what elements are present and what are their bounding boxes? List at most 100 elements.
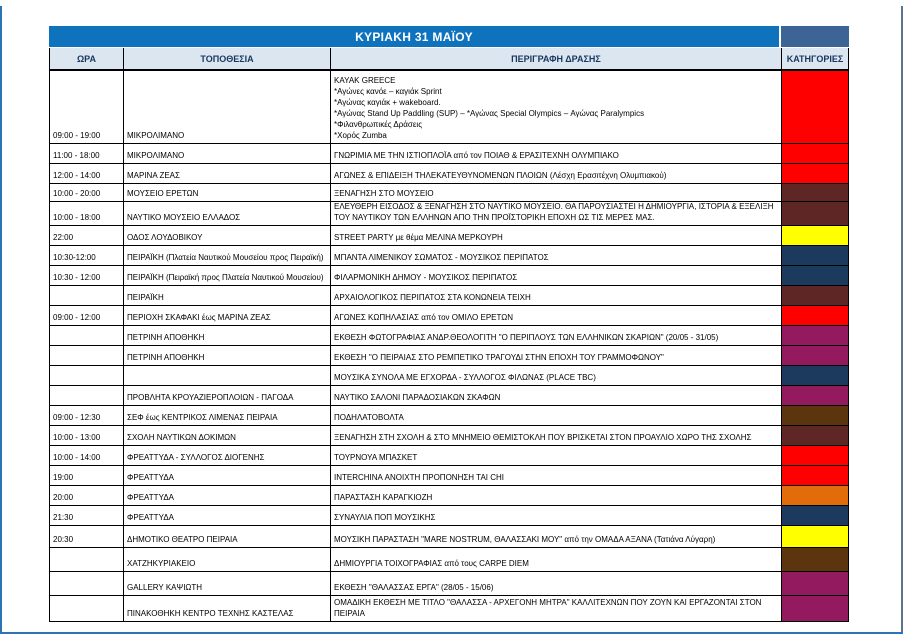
table-body: 09:00 - 19:00 ΜΙΚΡΟΛΙΜΑΝΟ KAYAK GREECE *Αγ…: [49, 69, 849, 622]
time-cell: 11:00 - 18:00: [49, 144, 123, 163]
category-color-cell: [781, 306, 849, 325]
schedule-row: 21:30 ΦΡΕΑΤΤΥΔΑ ΣΥΝΑΥΛΙΑ ΠΟΠ ΜΟΥΣΙΚΗΣ: [49, 506, 849, 526]
schedule-row: GALLERY ΚΑΨΙΩΤΗ ΕΚΘΕΣΗ "ΘΑΛΑΣΣΑΣ ΕΡΓΑ" (2…: [49, 572, 849, 596]
category-color-cell: [781, 506, 849, 525]
time-cell: 10:00 - 13:00: [49, 426, 123, 445]
schedule-row: ΠΕΤΡΙΝΗ ΑΠΟΘΗΚΗ ΕΚΘΕΣΗ ΦΩΤΟΓΡΑΦΙΑΣ ΑΝΔΡ.Θ…: [49, 326, 849, 346]
category-color-cell: [781, 71, 849, 143]
description-cell: ΑΓΩΝΕΣ & ΕΠΙΔΕΙΞΗ ΤΗΛΕΚΑΤΕΥΘΥΝΟΜΕΝΩΝ ΠΛΟ…: [330, 164, 781, 183]
time-cell: [49, 326, 123, 345]
description-cell: KAYAK GREECE *Αγώνες κανόε – καγιάκ Spri…: [330, 71, 781, 143]
schedule-row: 09:00 - 19:00 ΜΙΚΡΟΛΙΜΑΝΟ KAYAK GREECE *Αγ…: [49, 71, 849, 144]
title-corner-cell: [781, 26, 849, 47]
description-cell: ΕΚΘΕΣΗ "Ο ΠΕΙΡΑΙΑΣ ΣΤΟ ΡΕΜΠΕΤΙΚΟ ΤΡΑΓΟΥΔ…: [330, 346, 781, 365]
category-color-cell: [781, 548, 849, 571]
description-cell: ΠΟΔΗΛΑΤΟΒΟΛΤΑ: [330, 406, 781, 425]
category-color-cell: [781, 202, 849, 225]
description-cell: ΓΝΩΡΙΜΙΑ ΜΕ ΤΗΝ ΙΣΤΙΟΠΛΟΪΑ από τον ΠΟΙΑΘ…: [330, 144, 781, 163]
category-color-cell: [781, 386, 849, 405]
description-cell: ΠΑΡΑΣΤΑΣΗ ΚΑΡΑΓΚΙΟΖΗ: [330, 486, 781, 505]
time-cell: 22:00: [49, 226, 123, 245]
category-color-cell: [781, 486, 849, 505]
time-cell: 10:00 - 18:00: [49, 202, 123, 225]
category-color-cell: [781, 366, 849, 385]
schedule-row: 19:00 ΦΡΕΑΤΤΥΔΑ INTERCHINA ΑΝΟΙΧΤΗ ΠΡΟΠΟΝΗ…: [49, 466, 849, 486]
description-cell: ΝΑΥΤΙΚΟ ΣΑΛΟΝΙ ΠΑΡΑΔΟΣΙΑΚΩΝ ΣΚΑΦΩΝ: [330, 386, 781, 405]
location-cell: ΣΧΟΛΗ ΝΑΥΤΙΚΩΝ ΔΟΚΙΜΩΝ: [123, 426, 330, 445]
schedule-row: 20:30 ΔΗΜΟΤΙΚΟ ΘΕΑΤΡΟ ΠΕΙΡΑΙΑ ΜΟΥΣΙΚΗ ΠΑΡΑ…: [49, 526, 849, 548]
description-cell: INTERCHINA ΑΝΟΙΧΤΗ ΠΡΟΠΟΝΗΣΗ ΤΑΙ CHI: [330, 466, 781, 485]
description-cell: ΜΟΥΣΙΚΑ ΣΥΝΟΛΑ ΜΕ ΕΓΧΟΡΔΑ - ΣΥΛΛΟΓΟΣ ΦΙΛ…: [330, 366, 781, 385]
column-header-category: ΚΑΤΗΓΟΡΙΕΣ: [781, 48, 849, 69]
time-cell: [49, 386, 123, 405]
schedule-row: ΜΟΥΣΙΚΑ ΣΥΝΟΛΑ ΜΕ ΕΓΧΟΡΔΑ - ΣΥΛΛΟΓΟΣ ΦΙΛ…: [49, 366, 849, 386]
location-cell: ΠΕΙΡΑΪΚΗ: [123, 286, 330, 305]
location-cell: ΜΙΚΡΟΛΙΜΑΝΟ: [123, 144, 330, 163]
description-cell: ΕΚΘΕΣΗ "ΘΑΛΑΣΣΑΣ ΕΡΓΑ" (28/05 - 15/06): [330, 572, 781, 595]
category-color-cell: [781, 426, 849, 445]
category-color-cell: [781, 144, 849, 163]
location-cell: ΠΕΤΡΙΝΗ ΑΠΟΘΗΚΗ: [123, 346, 330, 365]
schedule-row: 12:00 - 14:00 ΜΑΡΙΝΑ ΖΕΑΣ ΑΓΩΝΕΣ & ΕΠΙΔΕΙΞ…: [49, 164, 849, 184]
table-header-row: ΩΡΑ ΤΟΠΟΘΕΣΙΑ ΠΕΡΙΓΡΑΦΗ ΔΡΑΣΗΣ ΚΑΤΗΓΟΡΙΕ…: [49, 47, 849, 69]
description-cell: ΔΗΜΙΟΥΡΓΙΑ ΤΟΙΧΟΓΡΑΦΙΑΣ από τους CARPE D…: [330, 548, 781, 571]
column-header-location: ΤΟΠΟΘΕΣΙΑ: [123, 48, 330, 69]
location-cell: ΝΑΥΤΙΚΟ ΜΟΥΣΕΙΟ ΕΛΛΑΔΟΣ: [123, 202, 330, 225]
description-cell: ΞΕΝΑΓΗΣΗ ΣΤΟ ΜΟΥΣΕΙΟ: [330, 184, 781, 201]
location-cell: ΜΟΥΣΕΙΟ ΕΡΕΤΩΝ: [123, 184, 330, 201]
page-border-left: [0, 6, 2, 634]
schedule-row: ΠΙΝΑΚΟΘΗΚΗ ΚΕΝΤΡΟ ΤΕΧΝΗΣ ΚΑΣΤΕΛΑΣ ΟΜΑΔΙΚΗ…: [49, 596, 849, 622]
location-cell: ΧΑΤΖΗΚΥΡΙΑΚΕΙΟ: [123, 548, 330, 571]
description-cell: ΑΓΩΝΕΣ ΚΩΠΗΛΑΣΙΑΣ από τον ΟΜΙΛΟ ΕΡΕΤΩΝ: [330, 306, 781, 325]
category-color-cell: [781, 596, 849, 621]
category-color-cell: [781, 406, 849, 425]
time-cell: 20:00: [49, 486, 123, 505]
category-color-cell: [781, 466, 849, 485]
description-cell: ΤΟΥΡΝΟΥΑ ΜΠΑΣΚΕΤ: [330, 446, 781, 465]
category-color-cell: [781, 446, 849, 465]
category-color-cell: [781, 326, 849, 345]
description-cell: ΣΥΝΑΥΛΙΑ ΠΟΠ ΜΟΥΣΙΚΗΣ: [330, 506, 781, 525]
page-title: ΚΥΡΙΑΚΗ 31 ΜΑΪΟΥ: [49, 26, 781, 47]
time-cell: [49, 366, 123, 385]
description-cell: ΕΚΘΕΣΗ ΦΩΤΟΓΡΑΦΙΑΣ ΑΝΔΡ.ΘΕΟΛΟΓΙΤΗ "Ο ΠΕΡ…: [330, 326, 781, 345]
schedule-row: ΧΑΤΖΗΚΥΡΙΑΚΕΙΟ ΔΗΜΙΟΥΡΓΙΑ ΤΟΙΧΟΓΡΑΦΙΑΣ απ…: [49, 548, 849, 572]
column-header-description: ΠΕΡΙΓΡΑΦΗ ΔΡΑΣΗΣ: [330, 48, 781, 69]
location-cell: GALLERY ΚΑΨΙΩΤΗ: [123, 572, 330, 595]
schedule-table: ΚΥΡΙΑΚΗ 31 ΜΑΪΟΥ ΩΡΑ ΤΟΠΟΘΕΣΙΑ ΠΕΡΙΓΡΑΦΗ…: [49, 26, 849, 622]
schedule-row: ΠΕΙΡΑΪΚΗ ΑΡΧΑΙΟΛΟΓΙΚΟΣ ΠΕΡΙΠΑΤΟΣ ΣΤΑ ΚΟΝΩ…: [49, 286, 849, 306]
location-cell: ΠΕΡΙΟΧΗ ΣΚΑΦΑΚΙ έως ΜΑΡΙΝΑ ΖΕΑΣ: [123, 306, 330, 325]
page-border-right: [901, 6, 903, 634]
title-row: ΚΥΡΙΑΚΗ 31 ΜΑΪΟΥ: [49, 26, 849, 47]
location-cell: ΠΕΙΡΑΪΚΗ (Πειραϊκή προς Πλατεία Ναυτικού…: [123, 266, 330, 285]
description-cell: ΜΟΥΣΙΚΗ ΠΑΡΑΣΤΑΣΗ "MARE NOSTRUM, ΘΑΛΑΣΣΑ…: [330, 526, 781, 547]
time-cell: 10:30 - 12:00: [49, 266, 123, 285]
page-border-bottom: [0, 632, 903, 634]
schedule-row: 10:00 - 18:00 ΝΑΥΤΙΚΟ ΜΟΥΣΕΙΟ ΕΛΛΑΔΟΣ ΕΛΕΥ…: [49, 202, 849, 226]
category-color-cell: [781, 572, 849, 595]
column-header-time: ΩΡΑ: [49, 48, 123, 69]
description-cell: ΑΡΧΑΙΟΛΟΓΙΚΟΣ ΠΕΡΙΠΑΤΟΣ ΣΤΑ ΚΟΝΩΝΕΙΑ ΤΕΙ…: [330, 286, 781, 305]
category-color-cell: [781, 526, 849, 547]
description-cell: ΦΙΛΑΡΜΟΝΙΚΗ ΔΗΜΟΥ - ΜΟΥΣΙΚΟΣ ΠΕΡΙΠΑΤΟΣ: [330, 266, 781, 285]
time-cell: 21:30: [49, 506, 123, 525]
time-cell: 12:00 - 14:00: [49, 164, 123, 183]
location-cell: ΜΙΚΡΟΛΙΜΑΝΟ: [123, 71, 330, 143]
time-cell: [49, 572, 123, 595]
time-cell: 10:00 - 20:00: [49, 184, 123, 201]
location-cell: ΔΗΜΟΤΙΚΟ ΘΕΑΤΡΟ ΠΕΙΡΑΙΑ: [123, 526, 330, 547]
description-cell: ΟΜΑΔΙΚΗ ΕΚΘΕΣΗ ΜΕ ΤΙΤΛΟ "ΘΑΛΑΣΣΑ - ΑΡΧΕΓ…: [330, 596, 781, 621]
location-cell: ΠΡΟΒΛΗΤΑ ΚΡΟΥΑΖΙΕΡΟΠΛΟΙΩΝ - ΠΑΓΟΔΑ: [123, 386, 330, 405]
location-cell: [123, 366, 330, 385]
time-cell: 09:00 - 12:30: [49, 406, 123, 425]
category-color-cell: [781, 226, 849, 245]
description-cell: STREET PARTY με θέμα ΜΕΛΙΝΑ ΜΕΡΚΟΥΡΗ: [330, 226, 781, 245]
schedule-row: 11:00 - 18:00 ΜΙΚΡΟΛΙΜΑΝΟ ΓΝΩΡΙΜΙΑ ΜΕ ΤΗΝ …: [49, 144, 849, 164]
category-color-cell: [781, 164, 849, 183]
time-cell: 09:00 - 12:00: [49, 306, 123, 325]
location-cell: ΠΕΙΡΑΪΚΗ (Πλατεία Ναυτικού Μουσείου προς…: [123, 246, 330, 265]
schedule-row: 10:00 - 13:00 ΣΧΟΛΗ ΝΑΥΤΙΚΩΝ ΔΟΚΙΜΩΝ ΞΕΝΑΓ…: [49, 426, 849, 446]
schedule-row: 22:00 ΟΔΟΣ ΛΟΥΔΟΒΙΚΟΥ STREET PARTY με θέμα…: [49, 226, 849, 246]
time-cell: 19:00: [49, 466, 123, 485]
